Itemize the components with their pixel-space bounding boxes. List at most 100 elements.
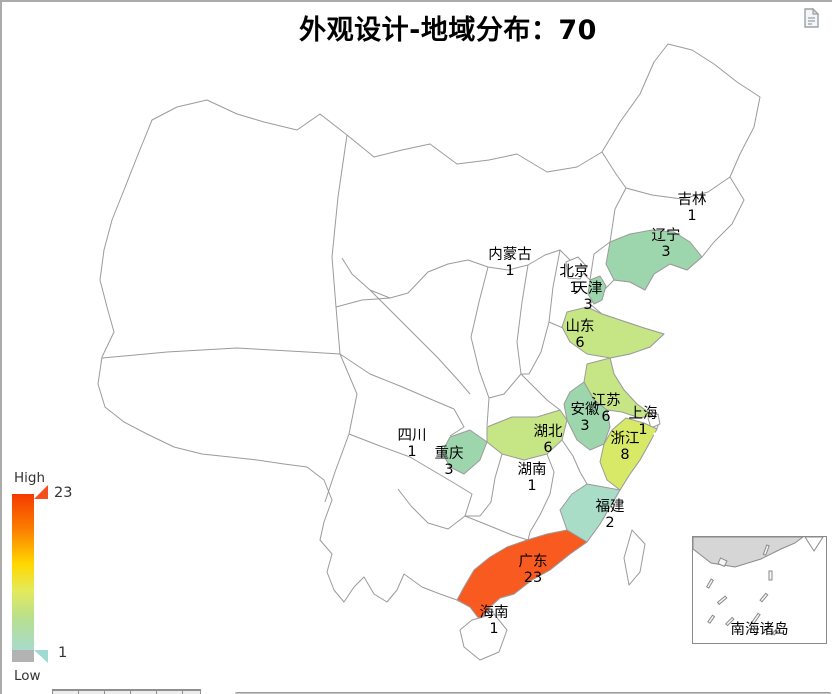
province-label-beijing[interactable]: 北京 1 [560,264,589,296]
province-label-anhui[interactable]: 安徽 3 [571,402,600,434]
border-line [527,453,555,541]
island-dash [716,595,728,606]
province-name: 山东 [565,319,595,335]
province-name: 湖南 [517,462,547,478]
island-dash [725,616,735,627]
visualmap-min-value: 1 [58,645,68,661]
province-name: 湖北 [533,424,563,440]
border-line [465,453,503,517]
province-name: 安徽 [570,402,600,418]
border-line [589,241,611,281]
island-dash [759,592,769,603]
island-dash [768,570,773,581]
province-value: 1 [687,208,697,224]
islet-dot [659,448,663,452]
border-line [335,297,391,308]
border-line [609,187,627,243]
province-name: 天津 [573,281,603,297]
province-name: 重庆 [434,446,464,462]
visualmap-bar-area: 23 1 [12,485,102,663]
island-dash [705,578,714,589]
border-line [516,264,529,375]
region-beijing-outline[interactable] [565,256,588,280]
province-name: 吉林 [677,192,707,208]
province-name: 福建 [595,499,625,515]
province-value: 23 [523,570,543,586]
region-chongqing[interactable] [441,429,488,475]
province-label-liaoning[interactable]: 辽宁 3 [652,228,681,260]
islet-dot [653,432,657,436]
province-label-shandong[interactable]: 山东 6 [566,319,595,351]
province-name: 浙江 [610,431,640,447]
province-label-shanghai[interactable]: 上海 1 [629,406,658,438]
border-line [561,439,588,485]
province-label-fujian[interactable]: 福建 2 [596,499,625,531]
inset-coast-notch [804,537,824,552]
province-name: 四川 [397,428,427,444]
border-line [341,249,591,299]
province-value: 3 [580,418,590,434]
region-hubei[interactable] [486,409,568,461]
province-value: 2 [605,515,615,531]
province-label-guangdong[interactable]: 广东 23 [519,554,548,586]
border-line [601,151,731,200]
region-zhejiang[interactable] [599,417,658,491]
province-name: 北京 [559,264,589,280]
province-value: 3 [583,297,593,313]
province-name: 江苏 [591,393,621,409]
border-line [101,347,341,359]
province-value: 1 [527,478,537,494]
island-dash [751,612,761,625]
visualmap-max-handle[interactable] [34,485,48,499]
border-line [470,266,490,427]
province-label-neimenggu[interactable]: 内蒙古 1 [488,247,532,279]
province-label-hubei[interactable]: 湖北 6 [534,424,563,456]
province-value: 3 [661,244,671,260]
province-label-hainan[interactable]: 海南 1 [480,605,509,637]
province-value: 3 [444,462,454,478]
region-guangdong[interactable] [456,529,588,621]
province-borders [101,134,731,541]
province-label-hunan[interactable]: 湖南 1 [518,462,547,494]
hainan-island[interactable] [459,613,508,661]
china-outline [97,43,761,621]
province-label-sichuan[interactable]: 四川 1 [398,428,427,460]
islet-dot [648,500,652,504]
province-name: 海南 [479,605,509,621]
visualmap-gradient-bar[interactable] [12,494,34,650]
region-liaoning[interactable] [605,229,703,291]
save-as-image-icon[interactable] [800,7,822,29]
border-line [348,433,433,471]
province-value: 1 [489,621,499,637]
visualmap-outofrange-segment [12,650,34,662]
south-china-sea-map [693,537,824,636]
province-value: 1 [638,422,648,438]
visualmap-high-label: High [14,470,46,486]
region-shandong[interactable] [561,306,665,359]
region-tianjin[interactable] [587,275,607,305]
province-value: 6 [575,335,585,351]
province-value: 1 [569,280,579,296]
border-line [331,134,348,355]
island-dash [762,544,770,556]
province-value: 1 [407,444,417,460]
province-name: 辽宁 [651,228,681,244]
visualmap-max-value: 23 [54,485,73,501]
island-dashes [705,544,781,636]
border-line [464,515,529,541]
province-label-chongqing[interactable]: 重庆 3 [435,446,464,478]
province-label-tianjin[interactable]: 天津 3 [574,281,603,313]
province-label-jiangsu[interactable]: 江苏 6 [592,393,621,425]
cropped-panel-top-edge [235,692,831,694]
province-label-zhejiang[interactable]: 浙江 8 [611,431,640,463]
province-name: 上海 [628,406,658,422]
province-name: 内蒙古 [488,247,532,263]
border-line [339,353,455,410]
visualmap-legend: High 23 1 Low [12,470,102,684]
province-label-jilin[interactable]: 吉林 1 [678,192,707,224]
border-line [369,289,471,395]
region-shanghai-outline[interactable] [647,413,661,429]
visualmap-min-handle[interactable] [34,650,48,663]
